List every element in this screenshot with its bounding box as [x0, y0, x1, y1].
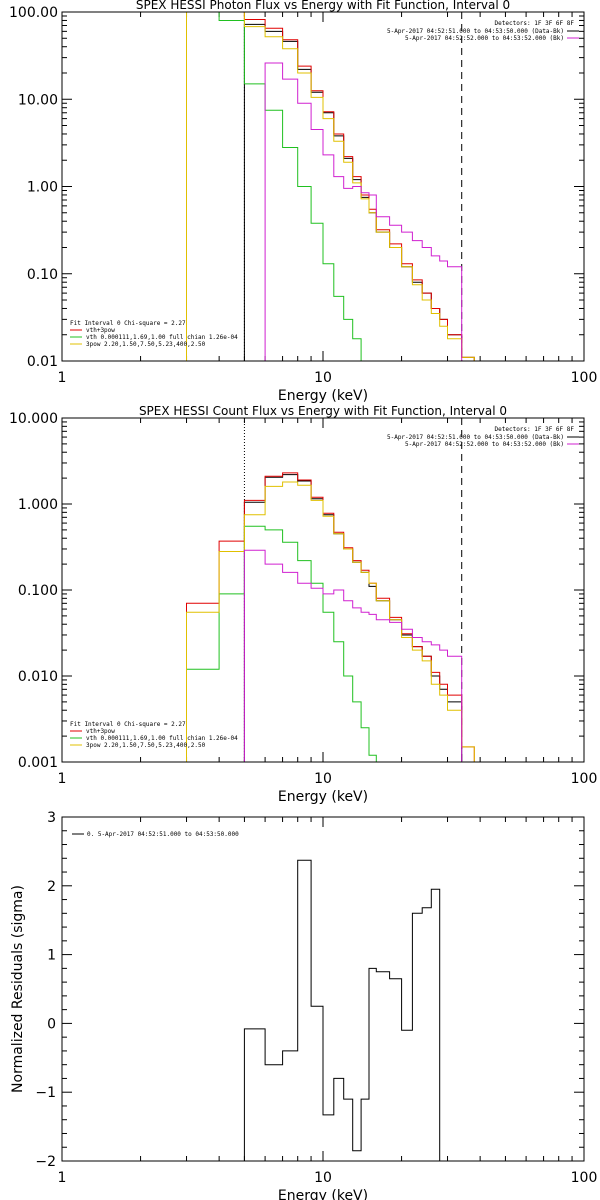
x-axis-label: Energy (keV): [278, 388, 368, 404]
y-tick-label: 2: [47, 879, 56, 895]
y-tick-label: 0.001: [18, 755, 58, 771]
x-axis-label: Energy (keV): [278, 1188, 368, 1200]
series-3-line: [186, 525, 377, 762]
y-tick-label: 10.00: [18, 92, 58, 108]
legend-entry-label: 0. 5-Apr-2017 04:52:51.000 to 04:53:50.0…: [87, 831, 239, 838]
chart-2: SPEX HESSI Count Flux vs Energy with Fit…: [9, 404, 597, 805]
y-ticks: [62, 11, 584, 362]
legend-entry-label: 5-Apr-2017 04:52:51.000 to 04:53:50.000 …: [387, 28, 564, 35]
legend-header: Detectors: 1F 3F 6F 8F: [495, 426, 575, 433]
series-5-line: [243, 549, 463, 762]
y-tick-label: 1.000: [18, 497, 58, 513]
legend-entry-label: vth+3pow: [86, 327, 115, 334]
y-tick-label: 10.000: [9, 411, 58, 427]
legend-entry-label: 3pow 2.20,1.50,7.50,5.23,400,2.50: [86, 341, 206, 348]
legend-entry-label: 5-Apr-2017 04:52:52.000 to 04:53:52.000 …: [405, 35, 564, 42]
y-ticks: [62, 816, 584, 1162]
legend-entry-label: vth 0.000111,1.69,1.00 full chian 1.26e-…: [86, 735, 238, 742]
x-tick-label: 100: [571, 1170, 598, 1186]
legend-entry-label: vth+3pow: [86, 728, 115, 735]
x-ticks: [61, 12, 585, 361]
legend-entry-label: 5-Apr-2017 04:52:51.000 to 04:53:50.000 …: [387, 434, 564, 441]
x-tick-label: 1: [58, 370, 67, 386]
legend-entry-label: 3pow 2.20,1.50,7.50,5.23,400,2.50: [86, 742, 206, 749]
chart-title: SPEX HESSI Photon Flux vs Energy with Fi…: [136, 0, 510, 12]
y-tick-label: 3: [47, 810, 56, 826]
y-tick-label: 1.00: [27, 180, 58, 196]
series-3-line: [186, 12, 377, 361]
legend-header: Fit Interval 0 Chi-square = 2.27: [70, 320, 186, 327]
y-tick-label: 0.01: [27, 354, 58, 370]
legend-header: Fit Interval 0 Chi-square = 2.27: [70, 721, 186, 728]
chart-1: SPEX HESSI Photon Flux vs Energy with Fi…: [9, 0, 597, 404]
chart-3: Energy (keV) Normalized Residuals (sigma)…: [10, 810, 597, 1200]
y-tick-label: 0.10: [27, 267, 58, 283]
plot-frame: [61, 417, 585, 763]
plot-frame: [61, 11, 585, 362]
x-axis-label: Energy (keV): [278, 789, 368, 805]
x-tick-label: 10: [314, 370, 332, 386]
x-tick-label: 10: [314, 1170, 332, 1186]
y-tick-label: −2: [35, 1154, 56, 1170]
y-tick-label: 100.00: [9, 5, 58, 21]
y-tick-label: 0.010: [18, 669, 58, 685]
x-tick-label: 100: [571, 370, 598, 386]
y-tick-label: 0.100: [18, 583, 58, 599]
legend-entry-label: 5-Apr-2017 04:52:52.000 to 04:53:52.000 …: [405, 441, 564, 448]
x-tick-label: 10: [314, 771, 332, 787]
y-tick-label: 1: [47, 948, 56, 964]
y-tick-label: −1: [35, 1085, 56, 1101]
chart-title: SPEX HESSI Count Flux vs Energy with Fit…: [139, 404, 507, 418]
y-ticks: [62, 417, 584, 763]
plot-frame: [61, 816, 585, 1162]
legend-header: Detectors: 1F 3F 6F 8F: [495, 20, 575, 27]
x-tick-label: 100: [571, 771, 598, 787]
y-tick-label: 0: [47, 1016, 56, 1032]
series-4-line: [186, 481, 475, 762]
y-axis-label: Normalized Residuals (sigma): [10, 885, 26, 1093]
x-tick-label: 1: [58, 771, 67, 787]
x-tick-label: 1: [58, 1170, 67, 1186]
legend-entry-label: vth 0.000111,1.69,1.00 full chian 1.26e-…: [86, 334, 238, 341]
series-1-line: [243, 859, 441, 1161]
series-1-line: [243, 474, 463, 762]
series-4-line: [186, 12, 475, 361]
series-5-line: [264, 62, 463, 361]
